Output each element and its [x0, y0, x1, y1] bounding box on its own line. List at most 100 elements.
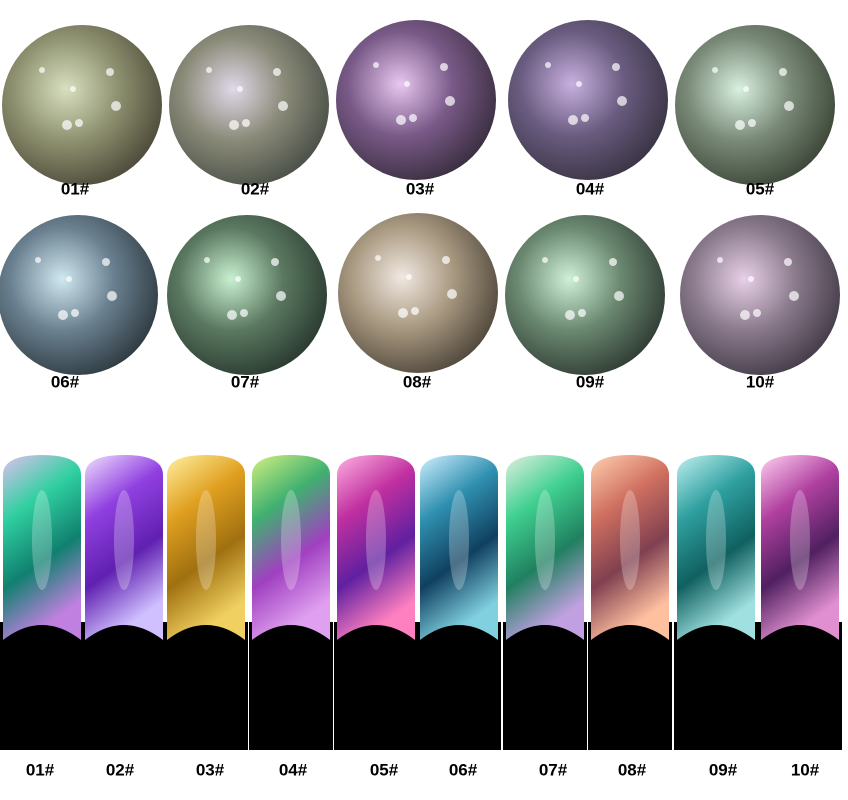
- nail-stand: [334, 622, 418, 750]
- nail-label: 10#: [791, 760, 820, 779]
- powder-swatch: [675, 25, 835, 185]
- sparkle: [784, 258, 792, 266]
- nail-shine: [114, 490, 134, 590]
- sparkle: [789, 291, 799, 301]
- nail-stand: [503, 622, 587, 750]
- nail-shine: [535, 490, 555, 590]
- sparkle: [278, 101, 288, 111]
- sparkle: [578, 309, 586, 317]
- sparkle: [107, 291, 117, 301]
- sparkle: [404, 81, 410, 87]
- sparkle: [576, 81, 582, 87]
- sparkle: [106, 68, 114, 76]
- sparkle: [373, 62, 379, 68]
- nail-shine: [281, 490, 301, 590]
- powder-swatch: [0, 215, 158, 375]
- sparkle: [240, 309, 248, 317]
- sparkle: [411, 307, 419, 315]
- sparkle: [273, 68, 281, 76]
- nail-label: 07#: [539, 760, 568, 779]
- powder-swatch: [169, 25, 329, 185]
- sparkle: [70, 86, 76, 92]
- sparkle: [271, 258, 279, 266]
- nail-tip: [3, 455, 81, 640]
- sparkle: [445, 96, 455, 106]
- sparkle: [542, 257, 548, 263]
- sparkle: [740, 310, 750, 320]
- sparkle: [545, 62, 551, 68]
- sparkle: [242, 119, 250, 127]
- powder-swatch: [336, 20, 496, 180]
- nail-stand: [164, 622, 248, 750]
- sparkle: [735, 120, 745, 130]
- nail-label: 08#: [618, 760, 647, 779]
- nail-shine: [449, 490, 469, 590]
- powder-swatch: [505, 215, 665, 375]
- nail-shine: [366, 490, 386, 590]
- swatch-label: 04#: [576, 179, 605, 198]
- sparkle: [609, 258, 617, 266]
- sparkle: [111, 101, 121, 111]
- sparkle: [779, 68, 787, 76]
- nail-label: 05#: [370, 760, 399, 779]
- sparkle: [102, 258, 110, 266]
- nail-tip: [591, 455, 669, 640]
- sparkle: [39, 67, 45, 73]
- swatch-label: 01#: [61, 179, 90, 198]
- sparkle: [717, 257, 723, 263]
- swatch-label: 03#: [406, 179, 435, 198]
- nail-shine: [196, 490, 216, 590]
- sparkle: [71, 309, 79, 317]
- swatch-label: 10#: [746, 372, 775, 391]
- powder-swatch: [508, 20, 668, 180]
- sparkle: [565, 310, 575, 320]
- sparkle: [229, 120, 239, 130]
- sparkle: [753, 309, 761, 317]
- powder-swatch: [680, 215, 840, 375]
- sparkle: [398, 308, 408, 318]
- nail-label: 03#: [196, 760, 225, 779]
- sparkle: [748, 119, 756, 127]
- nail-label: 01#: [26, 760, 55, 779]
- sparkle: [276, 291, 286, 301]
- nail-tip: [420, 455, 498, 640]
- nail-tip: [337, 455, 415, 640]
- swatch-label: 02#: [241, 179, 270, 198]
- swatch-label: 08#: [403, 372, 432, 391]
- nail-label: 09#: [709, 760, 738, 779]
- sparkle: [235, 276, 241, 282]
- sparkle: [66, 276, 72, 282]
- sparkle: [614, 291, 624, 301]
- sparkle: [237, 86, 243, 92]
- nail-shine: [790, 490, 810, 590]
- sparkle: [62, 120, 72, 130]
- nail-label: 04#: [279, 760, 308, 779]
- sparkle: [748, 276, 754, 282]
- nail-shine: [706, 490, 726, 590]
- swatch-label: 06#: [51, 372, 80, 391]
- sparkle: [204, 257, 210, 263]
- sparkle: [406, 274, 412, 280]
- swatch-label: 07#: [231, 372, 260, 391]
- nail-tip: [761, 455, 839, 640]
- nail-tip: [677, 455, 755, 640]
- sparkle: [573, 276, 579, 282]
- sparkle: [617, 96, 627, 106]
- sparkle: [447, 289, 457, 299]
- sparkle: [409, 114, 417, 122]
- nail-stand: [758, 622, 842, 750]
- sparkle: [568, 115, 578, 125]
- nail-label: 02#: [106, 760, 135, 779]
- sparkle: [440, 63, 448, 71]
- powder-swatch: [2, 25, 162, 185]
- sparkle: [612, 63, 620, 71]
- swatch-label: 09#: [576, 372, 605, 391]
- sparkle: [743, 86, 749, 92]
- sparkle: [396, 115, 406, 125]
- sparkle: [206, 67, 212, 73]
- nail-tip: [167, 455, 245, 640]
- sparkle: [75, 119, 83, 127]
- sparkle: [442, 256, 450, 264]
